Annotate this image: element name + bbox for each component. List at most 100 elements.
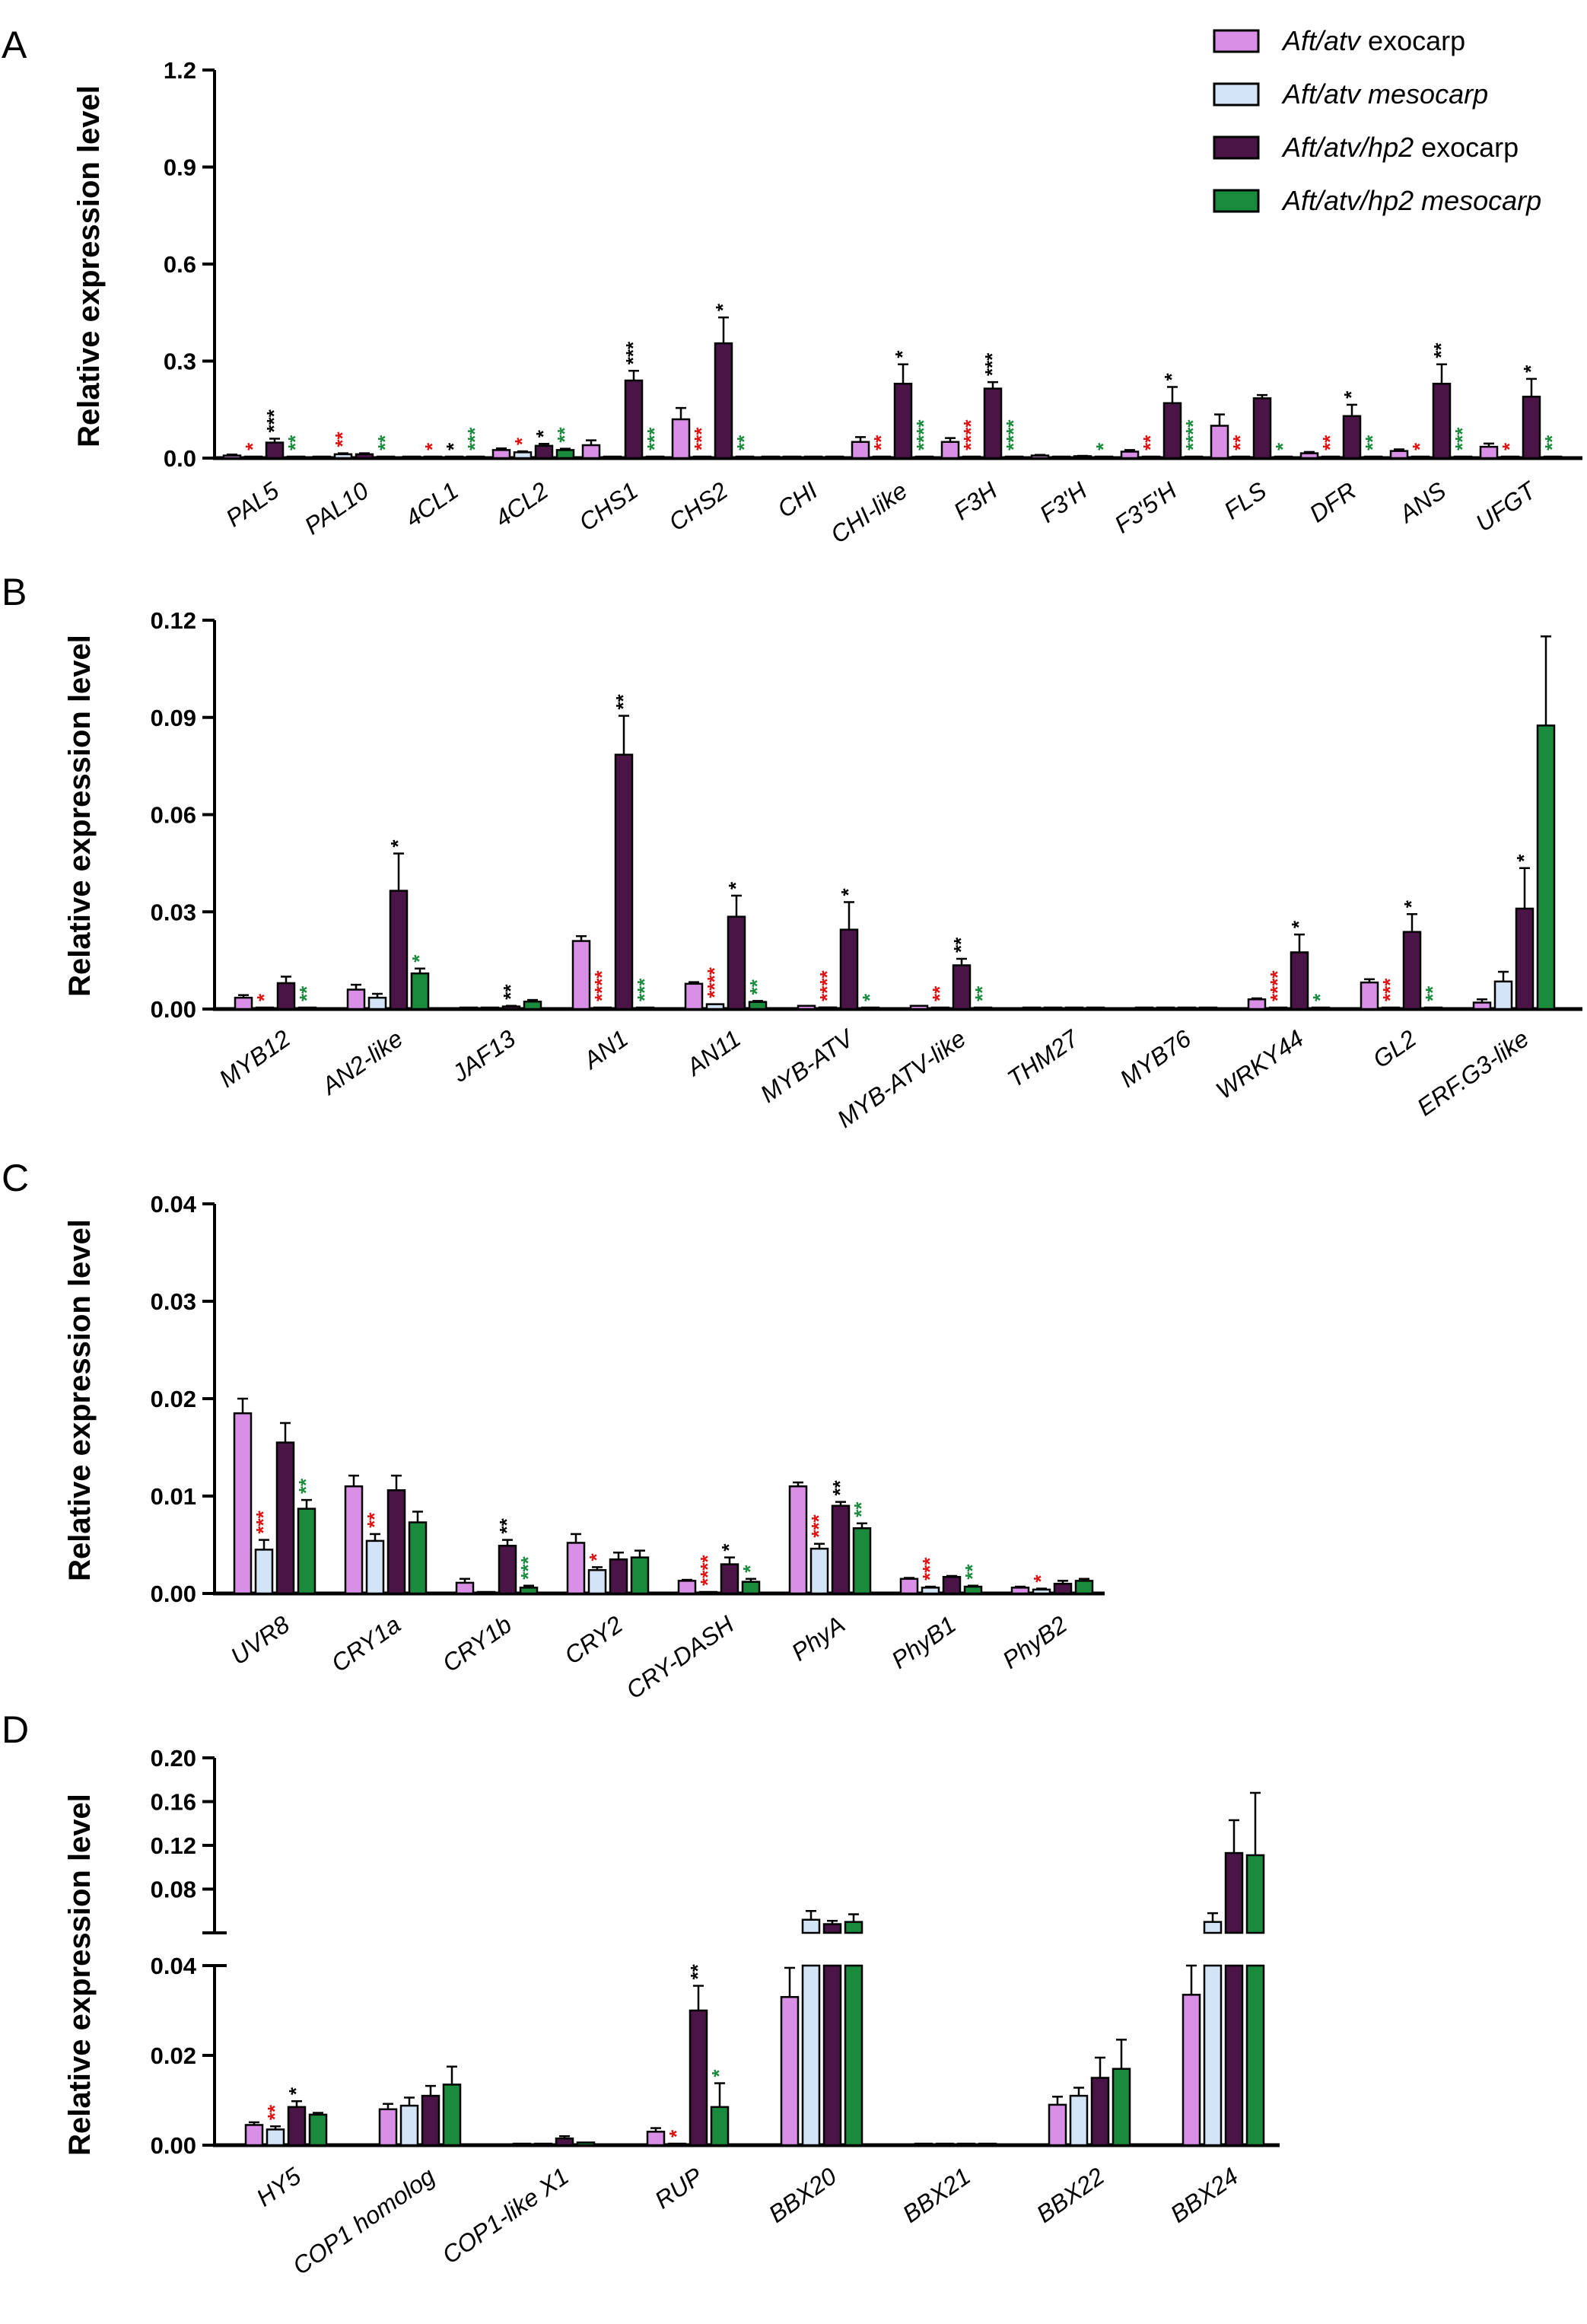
bar bbox=[346, 988, 366, 1011]
bar-group: ***** bbox=[233, 1397, 317, 1595]
significance-stars: *** bbox=[622, 341, 644, 365]
y-tick-label: 0.02 bbox=[151, 1386, 196, 1412]
significance-stars: * bbox=[711, 303, 734, 311]
significance-stars: ** bbox=[1139, 435, 1162, 450]
bar bbox=[1141, 455, 1161, 460]
bar bbox=[1363, 455, 1383, 460]
bar bbox=[555, 2137, 574, 2147]
bar bbox=[684, 982, 704, 1011]
y-tick-label: 0.9 bbox=[164, 154, 196, 181]
bar bbox=[1245, 1964, 1265, 2147]
bar bbox=[809, 1547, 829, 1595]
bar bbox=[1543, 455, 1563, 460]
significance-stars: * bbox=[1400, 899, 1423, 908]
bar bbox=[421, 2094, 440, 2147]
bar bbox=[801, 1918, 821, 1934]
bar bbox=[1274, 455, 1293, 460]
bar bbox=[1048, 2103, 1067, 2147]
bar bbox=[780, 1996, 800, 2147]
bar bbox=[365, 1539, 385, 1595]
panel-label: C bbox=[2, 1157, 29, 1199]
significance-stars: **** bbox=[703, 966, 726, 998]
bar-group: ** bbox=[346, 839, 431, 1011]
bar bbox=[844, 1921, 863, 1934]
bar bbox=[1030, 454, 1050, 460]
bar bbox=[603, 455, 622, 460]
bar bbox=[899, 1577, 919, 1595]
significance-stars: * bbox=[724, 881, 747, 890]
significance-stars: ** bbox=[949, 937, 972, 953]
legend-swatch bbox=[1213, 29, 1260, 53]
bar-group: ****** bbox=[1389, 342, 1474, 460]
significance-stars: * bbox=[1309, 993, 1331, 1001]
bar bbox=[831, 1504, 851, 1595]
significance-stars: *** bbox=[981, 352, 1003, 376]
bar bbox=[1210, 425, 1229, 460]
bar bbox=[410, 972, 430, 1011]
bar bbox=[1522, 396, 1541, 460]
significance-stars: * bbox=[386, 839, 409, 848]
bar bbox=[534, 444, 554, 460]
significance-stars: * bbox=[585, 1552, 608, 1561]
bar-group: ******* bbox=[684, 881, 768, 1011]
bar bbox=[818, 1006, 838, 1011]
bar bbox=[480, 1006, 500, 1011]
bar bbox=[498, 1545, 517, 1595]
significance-stars: *** bbox=[690, 427, 713, 450]
bar bbox=[587, 1569, 607, 1595]
bar bbox=[851, 441, 870, 460]
significance-stars: * bbox=[1498, 442, 1521, 450]
bar-group: ****** bbox=[222, 409, 307, 460]
significance-stars: ** bbox=[928, 985, 951, 1001]
bar bbox=[476, 1590, 496, 1595]
bar bbox=[344, 1485, 364, 1595]
bar bbox=[1299, 452, 1319, 460]
bar-group: **** bbox=[646, 1963, 730, 2147]
legend-swatch bbox=[1213, 82, 1260, 107]
bar bbox=[1069, 2094, 1089, 2147]
significance-stars: ** bbox=[1541, 435, 1563, 450]
significance-stars: * bbox=[241, 442, 264, 450]
legend-entry: Aft/atv mesocarp bbox=[1213, 78, 1488, 110]
bar bbox=[872, 455, 892, 460]
bar-group: ****** bbox=[797, 887, 881, 1011]
bar bbox=[533, 2142, 553, 2147]
significance-stars: ** bbox=[294, 1478, 317, 1494]
bar-group: **** bbox=[312, 431, 396, 460]
bar bbox=[1479, 445, 1499, 460]
bar bbox=[921, 1587, 940, 1595]
significance-stars: ** bbox=[553, 427, 576, 443]
bar bbox=[1224, 1851, 1244, 1934]
bar bbox=[689, 2009, 708, 2147]
significance-stars: * bbox=[1092, 442, 1115, 450]
bar-group: ****** bbox=[581, 341, 666, 460]
y-tick-label: 0.03 bbox=[151, 899, 196, 925]
bar bbox=[1203, 1921, 1223, 1934]
bar bbox=[234, 996, 253, 1011]
bar bbox=[442, 2084, 462, 2147]
bar-group bbox=[914, 2142, 997, 2147]
bar bbox=[376, 455, 396, 460]
significance-stars: ** bbox=[612, 694, 634, 710]
significance-stars: ** bbox=[961, 1564, 984, 1580]
y-axis-label: Relative expression level bbox=[72, 85, 106, 447]
bar-group: ****** bbox=[677, 1543, 762, 1595]
bar bbox=[667, 2142, 687, 2147]
bar bbox=[1536, 724, 1556, 1011]
bar bbox=[1184, 455, 1204, 460]
bar-group: ******* bbox=[851, 350, 935, 460]
significance-stars: ** bbox=[1361, 435, 1384, 450]
bar bbox=[1051, 455, 1071, 460]
bar bbox=[459, 1006, 479, 1011]
significance-stars: *** bbox=[262, 409, 285, 432]
bar-group bbox=[378, 2065, 462, 2147]
y-tick-label: 0.04 bbox=[151, 1953, 197, 1979]
bar bbox=[254, 1549, 274, 1595]
significance-stars: ** bbox=[263, 2104, 286, 2120]
bar bbox=[576, 2141, 596, 2147]
bar bbox=[1231, 455, 1251, 460]
bar bbox=[265, 441, 285, 460]
bar bbox=[1004, 455, 1024, 460]
bar bbox=[297, 1006, 317, 1011]
bar-group: ****** bbox=[1247, 920, 1331, 1011]
